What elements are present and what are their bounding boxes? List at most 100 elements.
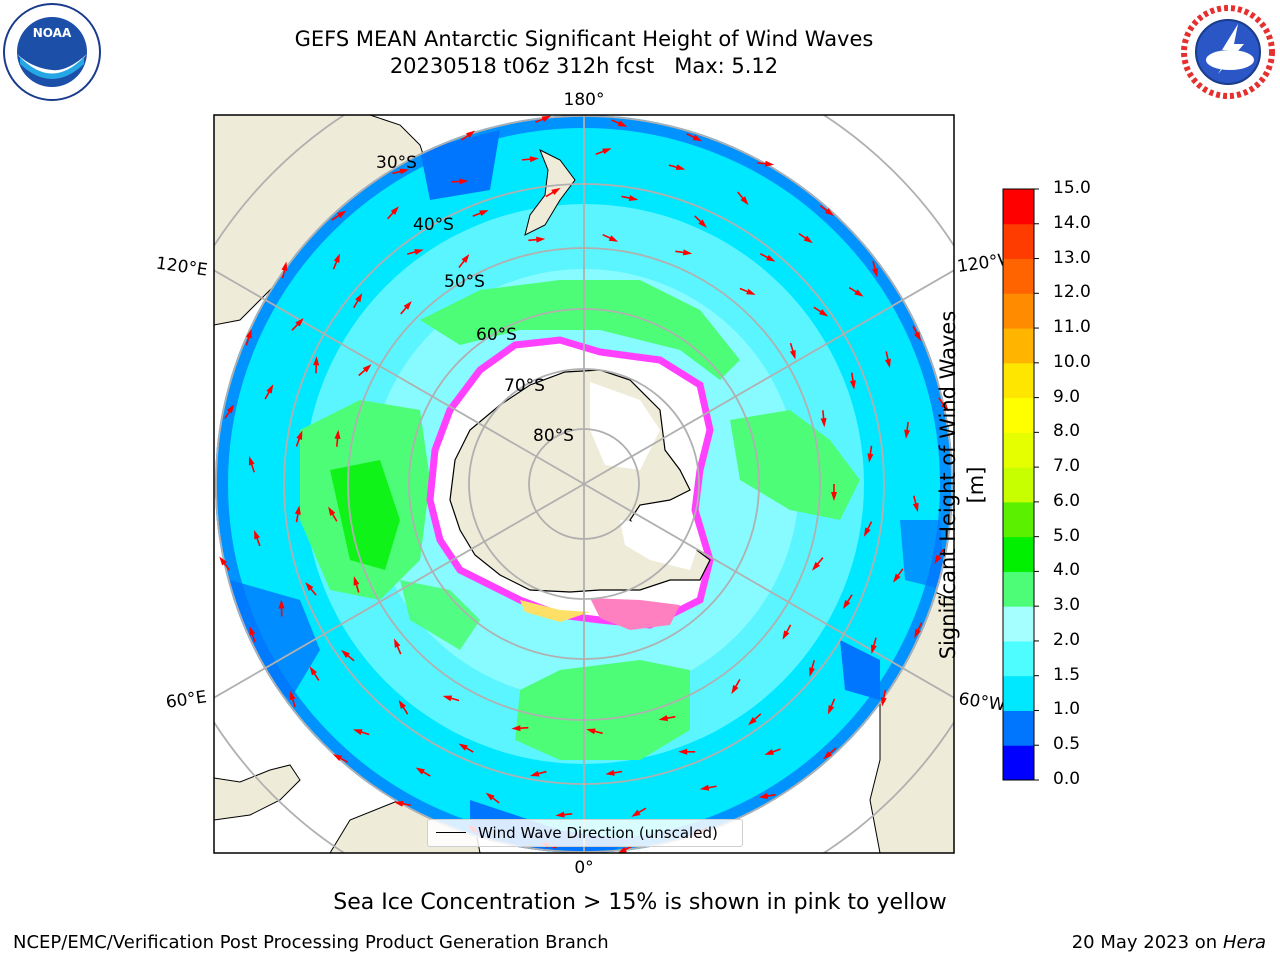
wave-arrow-head [393,800,404,807]
wave-arrow-head [914,331,921,342]
colorbar-tick-label: 7.0 [1053,456,1081,477]
wave-arrow-head [219,556,227,566]
wave-arrow-head [766,254,776,262]
wave-arrow-head [394,638,401,648]
colorbar-swatch [1003,467,1034,503]
page-title: GEFS MEAN Antarctic Significant Height o… [294,27,874,51]
colorbar-swatch [1003,362,1034,399]
wave-arrow-head [541,115,552,122]
wave-arrow-head [658,715,668,722]
wave-arrow-head [764,160,775,167]
wave-arrow-head [226,404,235,414]
sea-ice-note: Sea Ice Concentration > 15% is shown in … [333,890,947,915]
wave-arrow-head [295,318,304,327]
colorbar-tick-label: 11.0 [1053,317,1091,338]
lat-label-80s: 80°S [533,426,574,446]
wave-arrow-head [692,134,702,142]
wave-arrow-head [353,729,363,735]
wave-arrow-head [266,384,274,394]
lon-label-60e: 60°E [165,687,208,712]
colorbar-swatch [1003,675,1034,711]
colorbar-tick-label: 1.0 [1053,699,1081,720]
wave-arrow-head [536,236,546,243]
wave-arrow-head [355,292,363,303]
wave-arrow-head [399,168,410,175]
wave-arrow-head [334,429,341,440]
wave-arrow-head [818,309,829,317]
wave-arrow-head [479,210,489,217]
colorbar-swatch [1003,640,1034,677]
colorbar-swatch [1003,293,1034,329]
wave-arrow-head [249,625,256,636]
colorbar-swatch [1003,710,1034,746]
wave-arrow-head [892,573,901,583]
wave-arrow-head [313,356,320,366]
colorbar-tick-label: 0.0 [1053,769,1081,789]
colorbar-tick-label: 9.0 [1053,386,1081,407]
wave-arrow-head [842,599,851,610]
colorbar-swatch [1003,258,1034,294]
lat-label-60s: 60°S [476,325,517,345]
legend-label: Wind Wave Direction (unscaled) [478,824,718,842]
date-note: 20 May 2023 on Hera [1072,932,1266,953]
wave-arrow-head [586,728,596,735]
wave-arrow-head [333,253,340,263]
wave-arrow-head [340,649,350,658]
wave-arrow-head [789,349,796,360]
colorbar-tick-label: 10.0 [1053,351,1091,372]
colorbar-swatch [1003,606,1034,642]
colorbar-title: Significant Height of Wind Waves [m] [936,310,988,660]
wave-arrow-head [608,235,619,242]
wave-arrow-head [278,599,285,609]
colorbar-tick-label: 15.0 [1053,178,1091,198]
colorbar-tick-label: 8.0 [1053,421,1081,442]
wave-arrow-head [555,811,565,818]
colorbar-swatch [1003,536,1034,572]
wave-arrow-head [809,667,815,677]
wave-arrow-head [296,430,303,440]
wave-arrow-head [748,717,757,726]
colorbar-swatch [1003,189,1034,225]
wave-arrow-head [940,402,949,412]
wave-arrow-head [353,576,360,586]
lon-label-180: 180° [564,90,605,110]
svg-text:NOAA: NOAA [33,26,72,40]
nws-logo [1180,4,1276,100]
wave-arrow-head [831,491,837,501]
wave-arrow-head [390,206,399,215]
wave-arrow-head [529,770,540,777]
lat-label-30s: 30°S [376,153,417,173]
wave-arrow-head [305,582,314,591]
lon-label-120e: 120°E [155,254,209,281]
wave-arrow-head [854,289,864,297]
wave-arrow-head [871,644,877,655]
colorbar-tick-label: 4.0 [1053,560,1081,581]
wave-arrow-head [294,505,301,515]
new-zealand-land [524,148,576,236]
wave-arrow-head [328,506,336,516]
wave-arrow-head [934,554,942,565]
lon-label-60w: 60°W [957,689,1006,715]
wave-arrow-head [442,695,453,702]
wave-arrow-head [309,666,317,676]
colorbar-frame [1002,188,1035,781]
wave-arrow-head [872,267,878,278]
wave-arrow-head [362,364,372,373]
colorbar-swatch [1003,432,1034,468]
wave-arrow-head [415,767,425,775]
wave-arrow-head [758,793,769,799]
wave-arrow-head [281,261,288,271]
wave-arrow-head [551,187,561,196]
wave-arrow-head [803,235,813,244]
wave-arrow-head [675,164,686,171]
wave-arrow-head [605,769,615,776]
legend-line-swatch [436,832,466,833]
credit-text: NCEP/EMC/Verification Post Processing Pr… [13,932,609,953]
wave-arrow-head [863,527,871,537]
wave-arrow-head [699,784,710,791]
wave-arrow-head [511,725,521,732]
page-subtitle: 20230518 t06z 312h fcst Max: 5.12 [389,54,779,78]
wave-arrow-head [529,156,540,163]
wave-arrow-head [740,196,749,206]
colorbar-tick-label: 0.5 [1053,734,1081,755]
